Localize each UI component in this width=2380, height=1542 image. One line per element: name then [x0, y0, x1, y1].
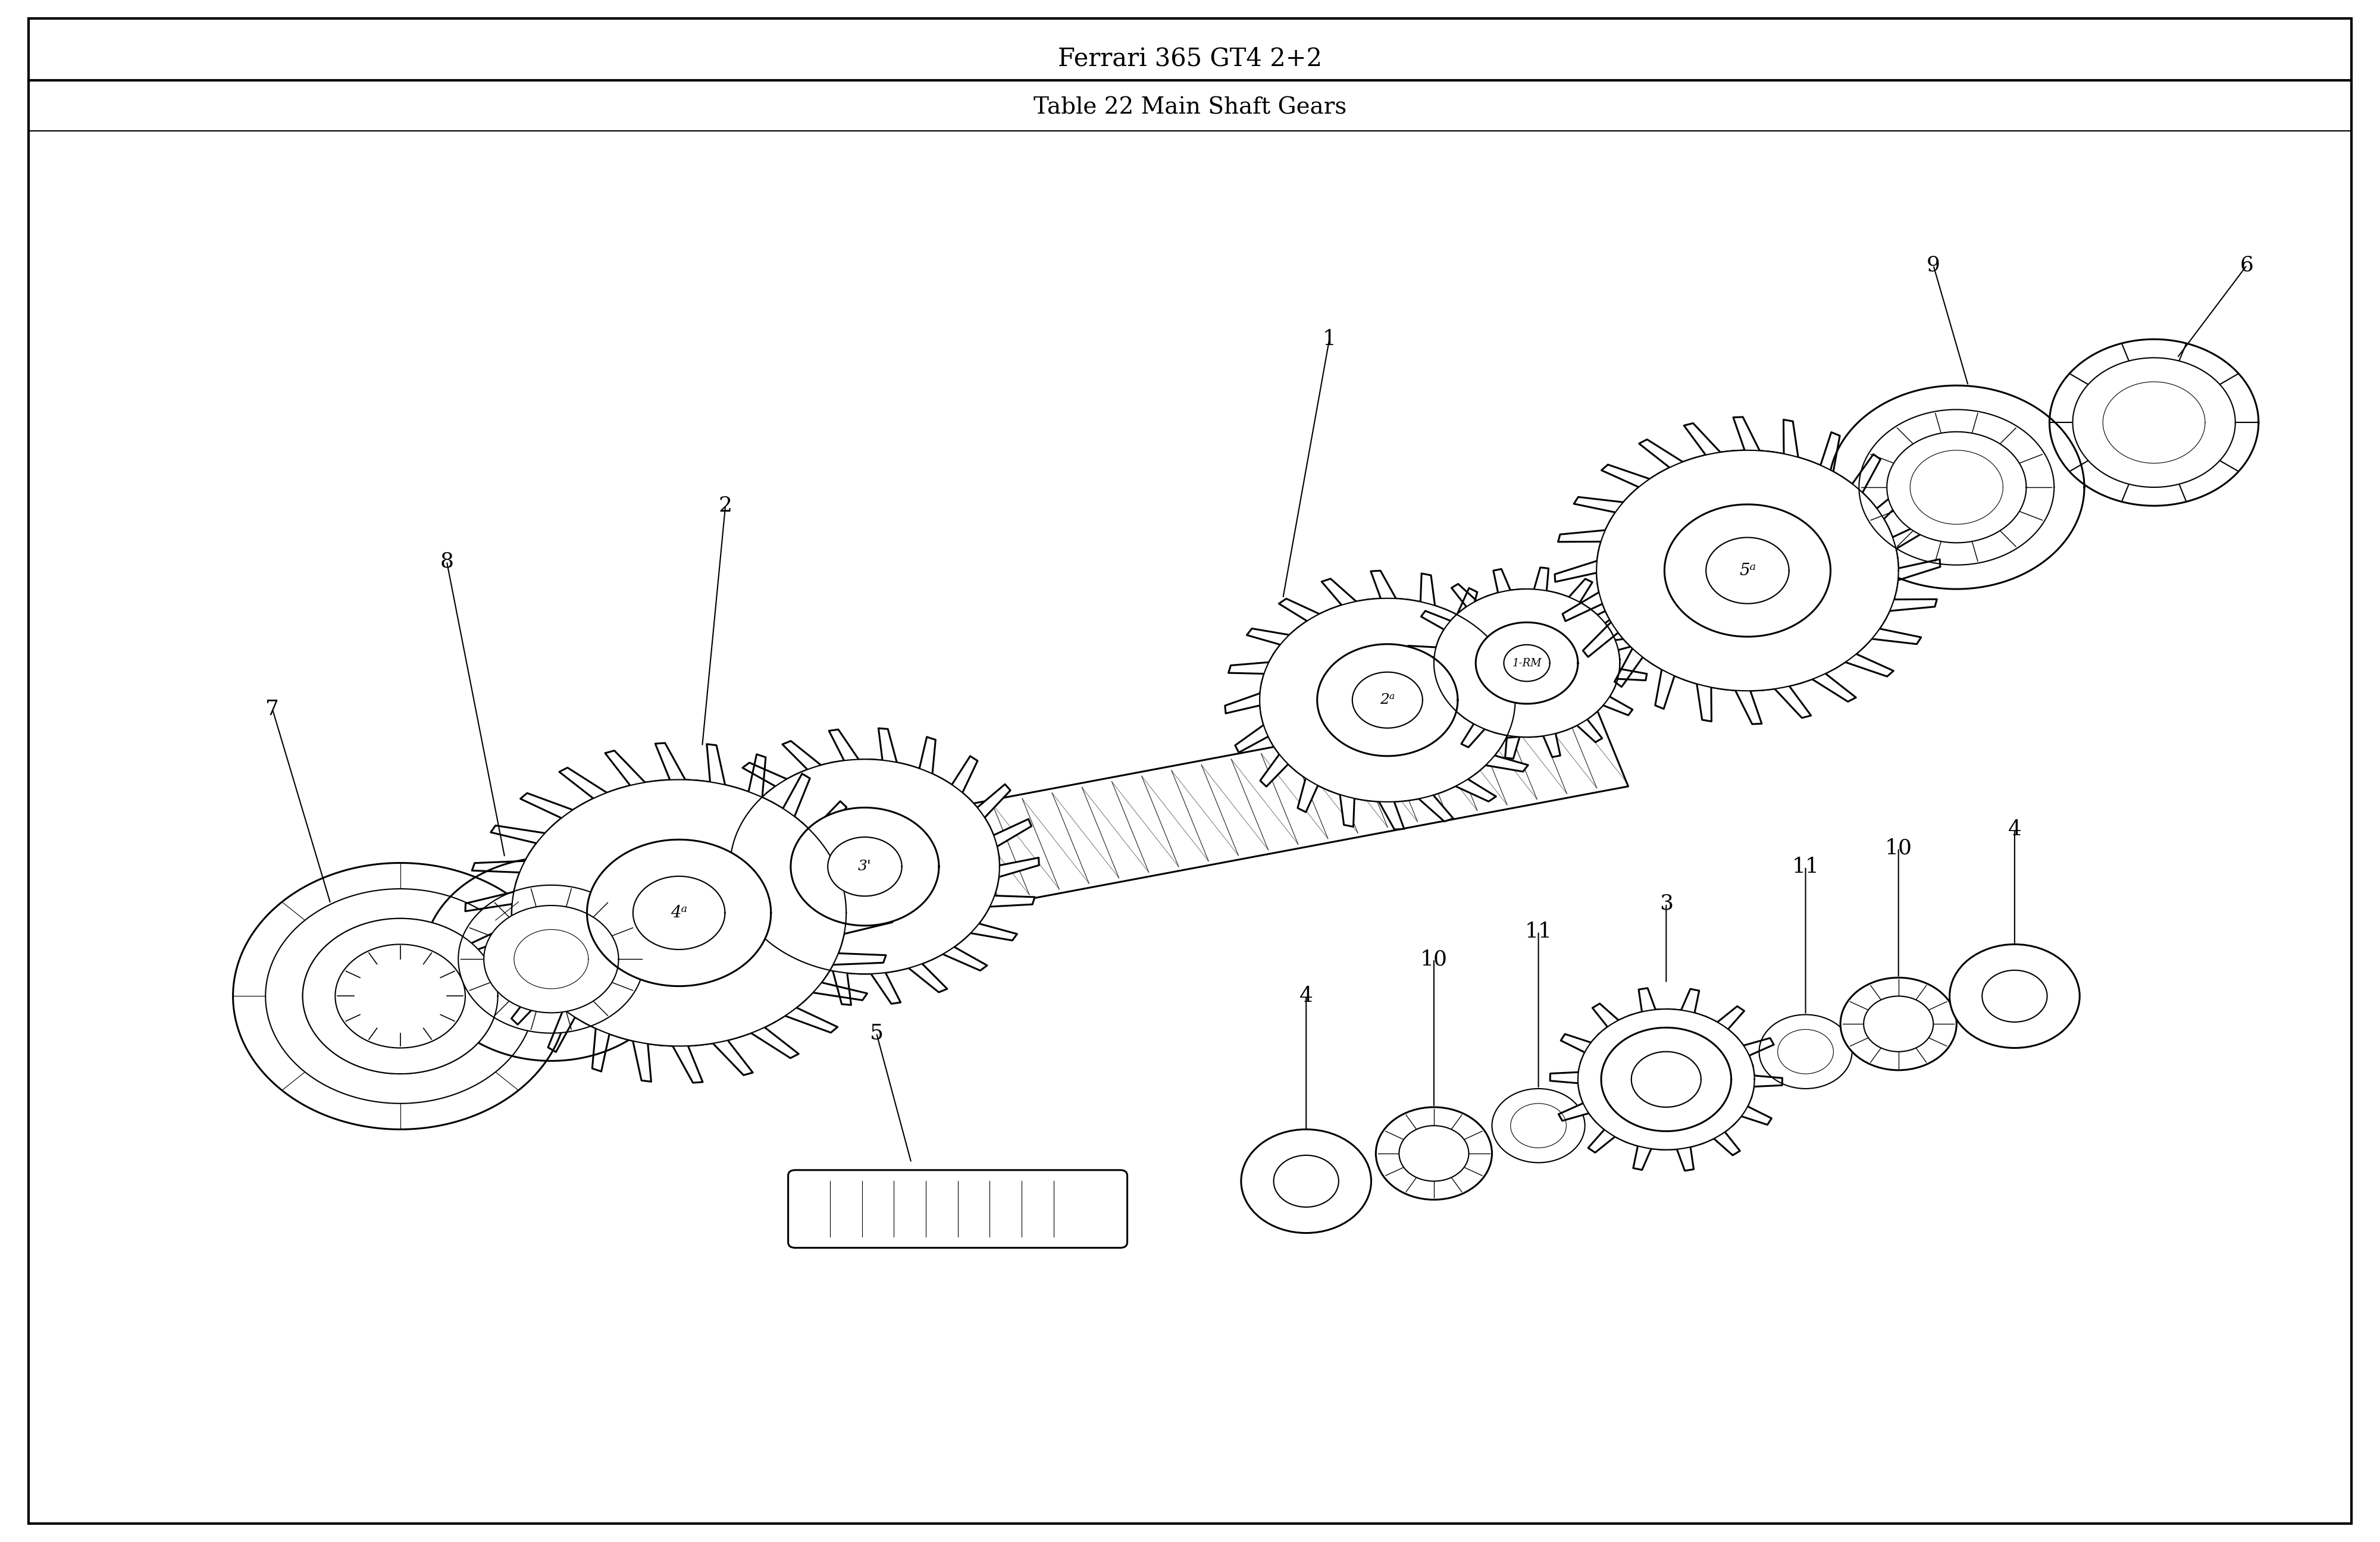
- Text: 9: 9: [1925, 254, 1940, 276]
- Polygon shape: [302, 919, 497, 1073]
- Text: 10: 10: [1421, 948, 1447, 970]
- Polygon shape: [1859, 410, 2054, 564]
- Polygon shape: [1433, 589, 1621, 737]
- Text: 6: 6: [2240, 254, 2254, 276]
- Polygon shape: [233, 864, 566, 1129]
- Polygon shape: [1887, 432, 2025, 543]
- Circle shape: [1376, 1107, 1492, 1200]
- Polygon shape: [752, 688, 1628, 944]
- Polygon shape: [828, 837, 902, 896]
- Text: Table 22 Main Shaft Gears: Table 22 Main Shaft Gears: [1033, 97, 1347, 119]
- Polygon shape: [1597, 450, 1899, 691]
- Circle shape: [1949, 944, 2080, 1049]
- Text: 7: 7: [267, 699, 278, 720]
- Polygon shape: [1554, 416, 1940, 725]
- Text: 2ᵃ: 2ᵃ: [1380, 694, 1395, 706]
- Circle shape: [1778, 1030, 1833, 1073]
- Text: 11: 11: [1526, 921, 1552, 942]
- Polygon shape: [336, 944, 464, 1049]
- Polygon shape: [424, 857, 678, 1061]
- Polygon shape: [731, 759, 1000, 975]
- Circle shape: [1492, 1089, 1585, 1163]
- Text: 1: 1: [1323, 328, 1335, 350]
- Polygon shape: [1226, 571, 1549, 830]
- Polygon shape: [512, 780, 847, 1045]
- Circle shape: [1983, 970, 2047, 1022]
- Text: 4: 4: [1299, 985, 1314, 1007]
- Text: 5ᵃ: 5ᵃ: [1740, 563, 1756, 578]
- Text: 4ᵃ: 4ᵃ: [671, 905, 688, 921]
- Polygon shape: [1664, 504, 1830, 637]
- Text: Ferrari 365 GT4 2+2: Ferrari 365 GT4 2+2: [1057, 46, 1323, 71]
- Text: 2: 2: [719, 495, 733, 517]
- Text: 4: 4: [2009, 819, 2021, 840]
- Circle shape: [738, 856, 828, 928]
- Text: 5: 5: [869, 1022, 883, 1044]
- Polygon shape: [588, 839, 771, 987]
- Polygon shape: [690, 728, 1040, 1005]
- Text: 8: 8: [440, 550, 455, 572]
- Circle shape: [1273, 1155, 1338, 1207]
- Polygon shape: [2104, 382, 2206, 463]
- Polygon shape: [1352, 672, 1423, 728]
- Circle shape: [1759, 1015, 1852, 1089]
- Polygon shape: [1630, 1052, 1702, 1107]
- Polygon shape: [1911, 450, 2004, 524]
- Text: 1-RM: 1-RM: [1511, 658, 1542, 668]
- Polygon shape: [1706, 538, 1790, 603]
- Circle shape: [1864, 996, 1933, 1052]
- Polygon shape: [1259, 598, 1516, 802]
- Circle shape: [1240, 1129, 1371, 1234]
- Polygon shape: [1578, 1008, 1754, 1150]
- Polygon shape: [1476, 623, 1578, 703]
- Polygon shape: [1504, 645, 1549, 682]
- Polygon shape: [2073, 358, 2235, 487]
- FancyBboxPatch shape: [788, 1170, 1128, 1247]
- Circle shape: [1840, 978, 1956, 1070]
- Polygon shape: [633, 876, 726, 950]
- Text: 10: 10: [1885, 837, 1911, 859]
- Polygon shape: [1828, 386, 2085, 589]
- Polygon shape: [464, 743, 892, 1082]
- Text: 11: 11: [1792, 856, 1818, 877]
- Polygon shape: [483, 905, 619, 1013]
- Text: 3': 3': [859, 860, 871, 873]
- Polygon shape: [459, 885, 645, 1033]
- Text: 3: 3: [1659, 893, 1673, 914]
- Circle shape: [1511, 1104, 1566, 1147]
- Polygon shape: [2049, 339, 2259, 506]
- Polygon shape: [790, 808, 938, 925]
- Polygon shape: [514, 930, 588, 988]
- Polygon shape: [1407, 567, 1647, 759]
- Polygon shape: [1316, 645, 1457, 756]
- Polygon shape: [1602, 1027, 1730, 1132]
- Polygon shape: [1549, 988, 1783, 1170]
- Circle shape: [1399, 1126, 1468, 1181]
